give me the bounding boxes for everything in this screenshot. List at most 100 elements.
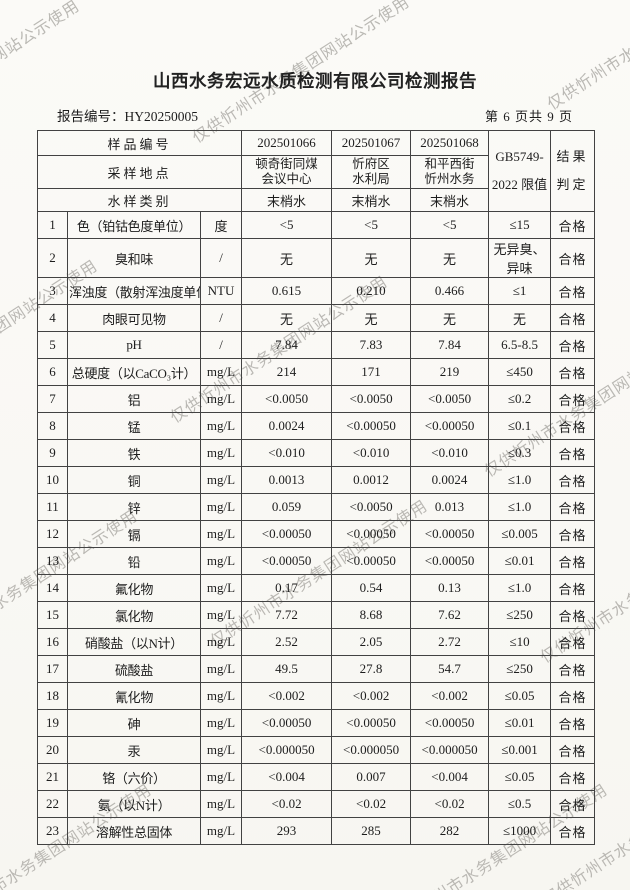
- sample1-value-cell: <0.0050: [241, 385, 333, 413]
- sample3-value-cell: <5: [410, 211, 490, 239]
- unit-cell: /: [199, 238, 243, 278]
- location-2: 忻府区 水利局: [331, 155, 412, 189]
- table-row: 2 臭和味 / 无 无 无 无异臭、异味 合格: [37, 238, 596, 278]
- result-cell: 合格: [550, 304, 596, 332]
- limit-value-cell: 无: [488, 304, 552, 332]
- unit-cell: /: [199, 331, 243, 359]
- sample2-value-cell: <0.0050: [331, 493, 412, 521]
- limit-value-cell: ≤0.3: [488, 439, 552, 467]
- unit-cell: mg/L: [199, 547, 243, 575]
- sample1-value-cell: 无: [241, 304, 333, 332]
- result-cell: 合格: [550, 493, 596, 521]
- sample2-value-cell: 171: [331, 358, 412, 386]
- limit-value-cell: ≤250: [488, 655, 552, 683]
- limit-value-cell: ≤0.1: [488, 412, 552, 440]
- sample1-value-cell: 214: [241, 358, 333, 386]
- water-type-1: 末梢水: [241, 188, 333, 212]
- result-cell: 合格: [550, 385, 596, 413]
- table-row: 13 铅 mg/L <0.00050 <0.00050 <0.00050 ≤0.…: [37, 547, 596, 575]
- unit-cell: mg/L: [199, 709, 243, 737]
- unit-cell: mg/L: [199, 385, 243, 413]
- sample1-value-cell: 无: [241, 238, 333, 278]
- parameter-name-cell: 锰: [67, 412, 201, 440]
- sample1-value-cell: 0.17: [241, 574, 333, 602]
- sample3-value-cell: 无: [410, 238, 490, 278]
- sample3-value-cell: <0.0050: [410, 385, 490, 413]
- result-cell: 合格: [550, 547, 596, 575]
- sample2-value-cell: <0.010: [331, 439, 412, 467]
- result-cell: 合格: [550, 682, 596, 710]
- parameter-name-cell: pH: [67, 331, 201, 359]
- result-cell: 合格: [550, 520, 596, 548]
- unit-cell: mg/L: [199, 763, 243, 791]
- table-row: 6 总硬度（以CaCO₃计） mg/L 214 171 219 ≤450 合格: [37, 358, 596, 386]
- sample-id-2: 202501067: [331, 130, 412, 156]
- limit-value-cell: ≤0.001: [488, 736, 552, 764]
- limit-value-cell: ≤250: [488, 601, 552, 629]
- row-number-cell: 23: [37, 817, 68, 845]
- row-number-cell: 4: [37, 304, 68, 332]
- sample3-value-cell: 282: [410, 817, 490, 845]
- result-cell: 合格: [550, 358, 596, 386]
- sample3-value-cell: 54.7: [410, 655, 490, 683]
- sample2-value-cell: <0.00050: [331, 520, 412, 548]
- unit-cell: 度: [199, 211, 243, 239]
- limit-header-line2: 2022 限值: [491, 176, 548, 192]
- result-cell: 合格: [550, 790, 596, 818]
- row-number-cell: 15: [37, 601, 68, 629]
- parameter-name-cell: 色（铂钴色度单位）: [67, 211, 201, 239]
- sample1-value-cell: 49.5: [241, 655, 333, 683]
- result-cell: 合格: [550, 817, 596, 845]
- sample2-value-cell: <0.000050: [331, 736, 412, 764]
- table-row: 23 溶解性总固体 mg/L 293 285 282 ≤1000 合格: [37, 817, 596, 845]
- parameter-name-cell: 铝: [67, 385, 201, 413]
- location-3: 和平西街 忻州水务: [410, 155, 490, 189]
- unit-cell: /: [199, 304, 243, 332]
- sample1-value-cell: <5: [241, 211, 333, 239]
- table-row: 8 锰 mg/L 0.0024 <0.00050 <0.00050 ≤0.1 合…: [37, 412, 596, 440]
- parameter-name-cell: 硝酸盐（以N计）: [67, 628, 201, 656]
- result-cell: 合格: [550, 211, 596, 239]
- table-row: 15 氯化物 mg/L 7.72 8.68 7.62 ≤250 合格: [37, 601, 596, 629]
- parameter-name-cell: 砷: [67, 709, 201, 737]
- parameter-name-cell: 铬（六价）: [67, 763, 201, 791]
- table-row: 18 氰化物 mg/L <0.002 <0.002 <0.002 ≤0.05 合…: [37, 682, 596, 710]
- sample2-value-cell: <5: [331, 211, 412, 239]
- limit-value-cell: ≤1000: [488, 817, 552, 845]
- result-cell: 合格: [550, 412, 596, 440]
- sample2-value-cell: 0.210: [331, 277, 412, 305]
- limit-value-cell: 6.5-8.5: [488, 331, 552, 359]
- limit-value-cell: ≤1: [488, 277, 552, 305]
- sample3-value-cell: <0.010: [410, 439, 490, 467]
- sample3-value-cell: 无: [410, 304, 490, 332]
- limit-value-cell: ≤0.005: [488, 520, 552, 548]
- sample1-value-cell: <0.004: [241, 763, 333, 791]
- sample2-value-cell: <0.0050: [331, 385, 412, 413]
- row-number-cell: 19: [37, 709, 68, 737]
- row-number-cell: 16: [37, 628, 68, 656]
- sample3-value-cell: 0.013: [410, 493, 490, 521]
- sample2-value-cell: 0.54: [331, 574, 412, 602]
- limit-value-cell: ≤0.05: [488, 682, 552, 710]
- sample1-value-cell: <0.00050: [241, 547, 333, 575]
- sample1-value-cell: 2.52: [241, 628, 333, 656]
- sample3-value-cell: <0.02: [410, 790, 490, 818]
- limit-value-cell: ≤15: [488, 211, 552, 239]
- row-number-cell: 20: [37, 736, 68, 764]
- result-column-header: 结果 判定: [550, 130, 596, 212]
- report-meta-row: 报告编号：HY20250005 第 6 页共 9 页: [57, 105, 573, 125]
- water-quality-results-table: 样品编号 202501066 202501067 202501068 GB574…: [36, 130, 596, 845]
- unit-cell: mg/L: [199, 790, 243, 818]
- result-header-line1: 结果: [556, 149, 589, 165]
- water-type-2: 末梢水: [331, 188, 412, 212]
- unit-cell: mg/L: [199, 736, 243, 764]
- sample2-value-cell: <0.00050: [331, 709, 412, 737]
- sampling-location-row: 采样地点 顿奇街同煤 会议中心 忻府区 水利局 和平西街 忻州水务: [36, 155, 595, 189]
- row-number-cell: 10: [37, 466, 68, 494]
- result-cell: 合格: [550, 574, 596, 602]
- row-number-cell: 21: [37, 763, 68, 791]
- result-cell: 合格: [550, 238, 596, 278]
- result-cell: 合格: [550, 709, 596, 737]
- sample1-value-cell: 0.0013: [241, 466, 333, 494]
